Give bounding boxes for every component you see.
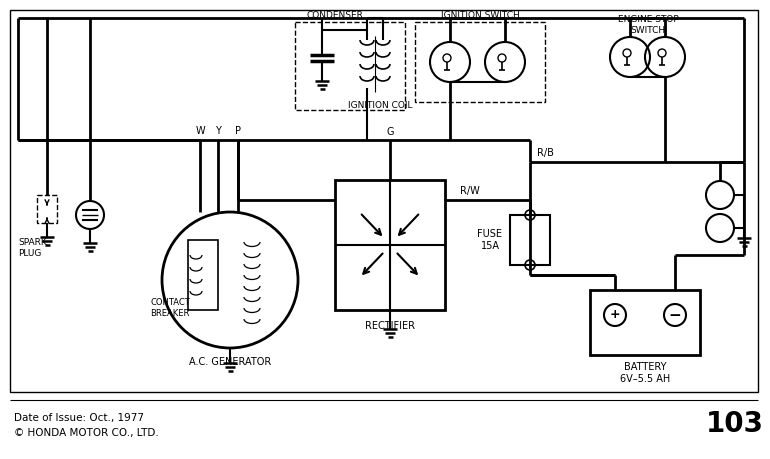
Text: Date of Issue: Oct., 1977: Date of Issue: Oct., 1977 xyxy=(14,413,144,423)
Text: A.C. GENERATOR: A.C. GENERATOR xyxy=(189,357,271,367)
Bar xyxy=(335,180,445,310)
Text: FUSE
15A: FUSE 15A xyxy=(477,229,503,251)
Text: ENGINE STOP
SWITCH: ENGINE STOP SWITCH xyxy=(618,15,678,35)
Bar xyxy=(295,22,405,110)
Text: −: − xyxy=(668,308,681,323)
Text: 103: 103 xyxy=(706,410,764,438)
Bar xyxy=(188,240,218,310)
Text: G: G xyxy=(387,127,393,137)
Text: R/B: R/B xyxy=(537,148,554,158)
Bar xyxy=(415,22,545,102)
Text: P: P xyxy=(235,126,241,136)
Bar xyxy=(37,195,57,223)
Text: W: W xyxy=(195,126,205,136)
Text: IGNITION COIL: IGNITION COIL xyxy=(348,101,412,111)
Text: Y: Y xyxy=(215,126,221,136)
Text: © HONDA MOTOR CO., LTD.: © HONDA MOTOR CO., LTD. xyxy=(14,428,159,438)
Text: RECTIFIER: RECTIFIER xyxy=(365,321,415,331)
Text: CONDENSER: CONDENSER xyxy=(306,11,363,21)
Text: +: + xyxy=(610,308,621,321)
Bar xyxy=(590,290,700,355)
Text: SPARK
PLUG: SPARK PLUG xyxy=(18,238,47,257)
Text: BATTERY
6V–5.5 AH: BATTERY 6V–5.5 AH xyxy=(620,362,670,384)
Text: IGNITION SWITCH: IGNITION SWITCH xyxy=(440,11,520,21)
Text: R/W: R/W xyxy=(460,186,480,196)
Text: CONTACT
BREAKER: CONTACT BREAKER xyxy=(150,298,190,318)
Bar xyxy=(10,10,758,392)
Bar xyxy=(510,215,550,265)
